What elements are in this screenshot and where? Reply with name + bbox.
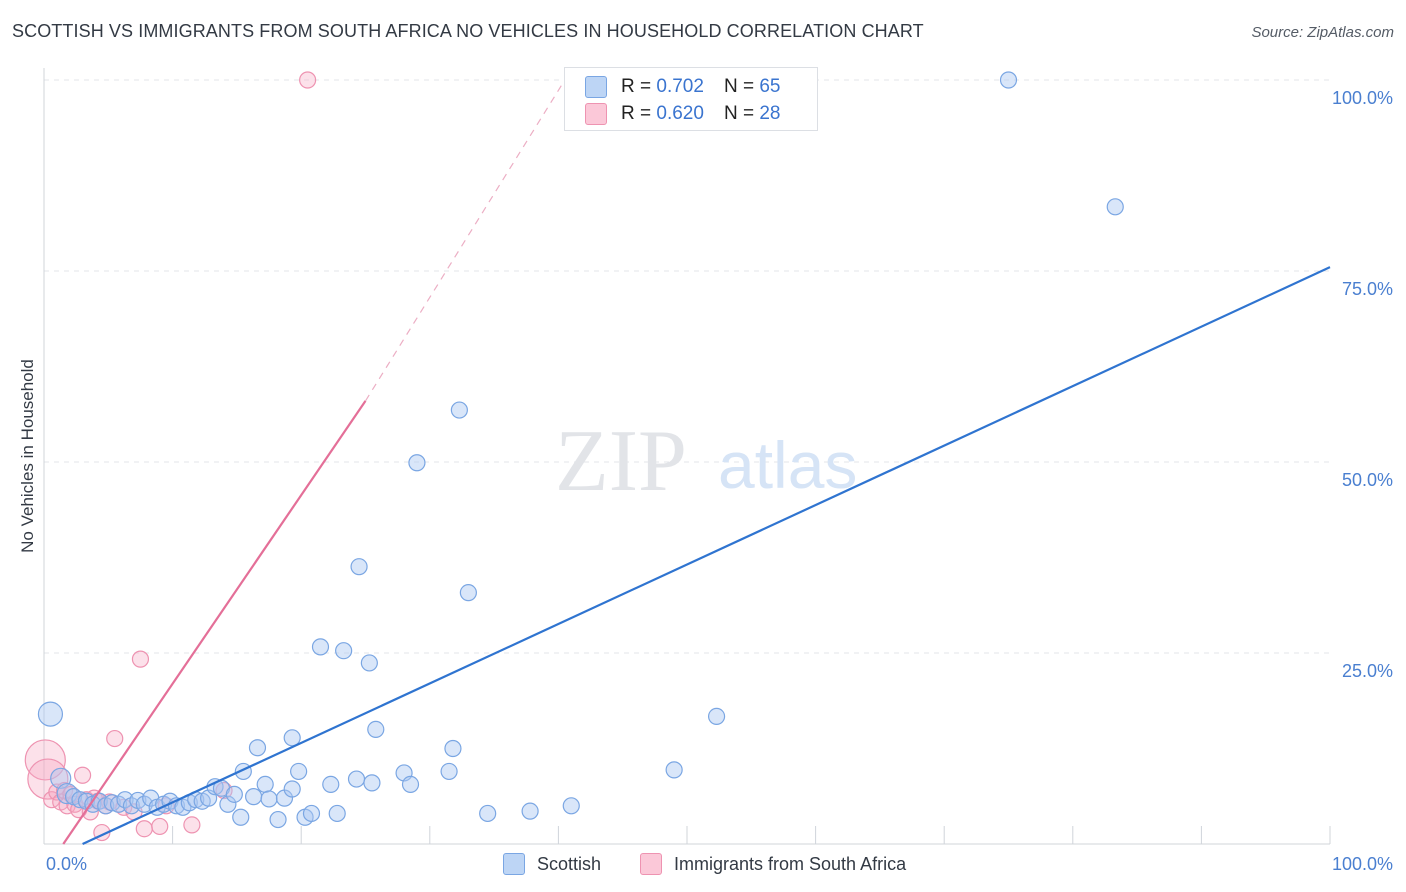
legend-n-value-scottish: 65	[759, 76, 781, 97]
data-point-scottish	[367, 720, 385, 739]
data-point-south-africa	[106, 729, 124, 748]
data-point-south-africa	[151, 817, 169, 836]
watermark-atlas: atlas	[718, 428, 857, 502]
data-point-scottish	[350, 558, 368, 576]
bottom-legend-label-scottish: Scottish	[537, 853, 602, 874]
data-point-south-africa	[299, 71, 317, 89]
bottom-legend-label-south-africa: Immigrants from South Africa	[674, 853, 907, 874]
regression-lines	[62, 79, 1331, 845]
data-point-scottish	[335, 642, 353, 660]
data-point-scottish	[103, 794, 121, 812]
legend-swatch-scottish	[585, 76, 607, 98]
data-point-scottish	[363, 774, 381, 792]
x-tick-label: 100.0%	[1332, 854, 1393, 874]
bottom-legend-scottish[interactable]: Scottish	[503, 851, 601, 877]
data-point-scottish	[219, 795, 237, 813]
regression-line-scottish	[82, 266, 1331, 845]
legend-n-label: N =	[723, 103, 755, 124]
legend-r-label: R =	[621, 103, 652, 124]
series-scottish-points	[37, 71, 1124, 829]
data-point-south-africa	[73, 766, 92, 784]
data-point-scottish	[116, 791, 134, 809]
data-point-scottish	[225, 785, 243, 803]
legend-r-value-south-africa: 0.620	[656, 103, 704, 124]
legend-n-value-south-africa: 28	[759, 103, 781, 124]
data-point-scottish	[707, 707, 726, 726]
data-point-scottish	[232, 808, 250, 826]
data-point-scottish	[1106, 198, 1124, 216]
bottom-legend-south-africa[interactable]: Immigrants from South Africa	[640, 851, 906, 877]
data-point-scottish	[562, 797, 580, 815]
data-point-scottish	[260, 790, 278, 808]
data-point-scottish	[290, 762, 308, 781]
data-point-south-africa	[183, 816, 201, 834]
data-point-scottish	[459, 584, 477, 602]
data-point-scottish	[256, 775, 274, 794]
data-point-scottish	[444, 739, 462, 758]
y-tick-label: 100.0%	[1332, 88, 1393, 108]
data-point-scottish	[248, 739, 267, 757]
data-point-south-africa	[131, 650, 150, 668]
data-point-scottish	[440, 762, 458, 781]
axes	[43, 68, 1330, 845]
data-point-scottish	[479, 804, 497, 823]
data-point-scottish	[269, 810, 287, 829]
data-point-scottish	[999, 71, 1018, 89]
data-point-scottish	[283, 729, 301, 747]
source-label: Source: ZipAtlas.com	[1251, 24, 1394, 41]
grid-lines	[44, 79, 1331, 844]
data-point-south-africa	[135, 820, 153, 838]
y-tick-label: 50.0%	[1342, 470, 1393, 490]
watermark: ZIP atlas	[555, 413, 857, 510]
data-point-scottish	[408, 454, 426, 472]
data-point-scottish	[37, 701, 64, 727]
y-axis-label: No Vehicles in Household	[18, 359, 37, 553]
legend-r-value-scottish: 0.702	[656, 76, 704, 97]
data-point-scottish	[71, 791, 89, 809]
regression-line-south-africa-extrapolated	[364, 79, 566, 402]
data-point-scottish	[283, 780, 301, 798]
legend-box: R = 0.702 N = 65 R = 0.620 N = 28	[564, 67, 818, 131]
chart-title: SCOTTISH VS IMMIGRANTS FROM SOUTH AFRICA…	[12, 21, 924, 41]
data-point-south-africa	[215, 781, 233, 800]
data-point-scottish	[450, 401, 468, 419]
legend-swatch-south-africa	[585, 103, 607, 125]
data-point-scottish	[302, 804, 321, 823]
data-point-scottish	[347, 770, 366, 788]
x-tick-label: 0.0%	[46, 854, 87, 874]
data-point-scottish	[401, 775, 420, 794]
data-point-scottish	[328, 804, 346, 823]
bottom-legend-swatch-south-africa	[640, 853, 662, 875]
regression-line-south-africa	[62, 400, 367, 845]
data-point-scottish	[322, 775, 340, 794]
data-point-scottish	[360, 654, 378, 672]
legend-r-label: R =	[621, 76, 652, 97]
y-tick-label: 75.0%	[1342, 279, 1393, 299]
data-point-scottish	[521, 802, 539, 820]
legend-n-label: N =	[723, 76, 755, 97]
legend-row-south-africa: R = 0.620 N = 28	[585, 100, 780, 128]
legend-row-scottish: R = 0.702 N = 65	[585, 73, 780, 101]
data-point-scottish	[135, 795, 153, 813]
data-point-scottish	[245, 788, 263, 806]
y-tick-label: 25.0%	[1342, 661, 1393, 681]
data-point-scottish	[311, 638, 330, 656]
tick-labels: 25.0% 50.0% 75.0% 100.0% 0.0% 100.0%	[46, 88, 1393, 874]
bottom-legend-swatch-scottish	[503, 853, 525, 875]
series-south-africa-points	[24, 71, 317, 842]
watermark-zip: ZIP	[555, 413, 687, 510]
data-point-scottish	[665, 761, 683, 779]
